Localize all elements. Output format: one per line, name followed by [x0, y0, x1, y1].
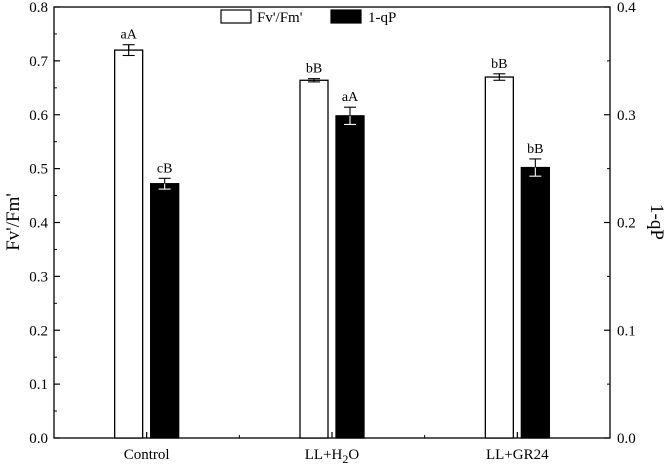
legend: Fv'/Fm' 1-qP [220, 9, 396, 26]
y-axis-left: 0.0 0.1 0.2 0.3 0.4 0.5 0.6 0.7 0.8 [29, 0, 60, 447]
y-left-tick-label: 0.5 [29, 162, 48, 178]
y-right-tick-label: 0.4 [617, 0, 636, 16]
x-tick-label: LL+GR24 [486, 447, 549, 463]
y-left-tick-label: 0.2 [29, 323, 48, 339]
y-axis-right-title: 1-qP [646, 204, 666, 240]
bar [150, 183, 180, 439]
x-axis: Control LL+H2O LL+GR24 [124, 432, 549, 466]
significance-label: bB [527, 142, 543, 157]
bar [520, 166, 550, 439]
significance-label: aA [342, 90, 359, 105]
y-left-tick-label: 0.6 [29, 108, 48, 124]
x-tick-label: LL+H2O [305, 447, 360, 466]
bar [335, 115, 365, 439]
y-right-tick-label: 0.0 [617, 431, 636, 447]
y-right-tick-label: 0.2 [617, 216, 636, 232]
bar [484, 76, 514, 439]
legend-label-1-qp: 1-qP [368, 10, 396, 26]
significance-label: bB [306, 62, 322, 77]
y-left-tick-label: 0.7 [29, 54, 48, 70]
significance-label: cB [157, 161, 173, 176]
legend-label-fv-fm: Fv'/Fm' [257, 10, 303, 26]
x-tick-label: Control [124, 447, 170, 463]
y-axis-right: 0.0 0.1 0.2 0.3 0.4 [604, 0, 636, 447]
bar [299, 79, 329, 439]
y-left-tick-label: 0.8 [29, 0, 48, 16]
bar [114, 49, 144, 439]
y-axis-left-title: Fv'/Fm' [3, 193, 24, 251]
significance-label: aA [121, 28, 138, 43]
y-right-tick-label: 0.3 [617, 108, 636, 124]
legend-swatch-1-qp [330, 9, 362, 24]
bars: aA bB bB cB aA bB [114, 28, 550, 439]
significance-label: bB [491, 57, 507, 72]
y-right-tick-label: 0.1 [617, 323, 636, 339]
y-left-tick-label: 0.0 [29, 431, 48, 447]
y-left-tick-label: 0.4 [29, 216, 48, 232]
legend-swatch-fv-fm [220, 9, 252, 24]
y-left-tick-label: 0.1 [29, 377, 48, 393]
y-left-tick-label: 0.3 [29, 269, 48, 285]
